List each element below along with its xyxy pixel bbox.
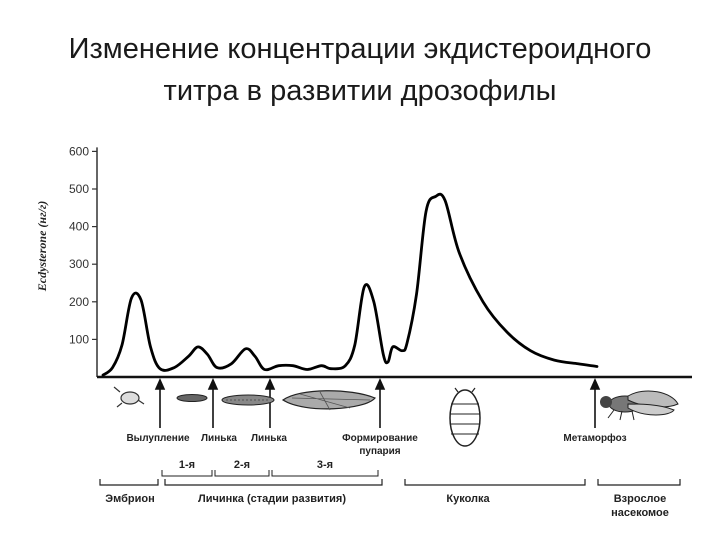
event-label-molt-2: Линька [251, 433, 287, 444]
title-line-2: титра в развитии дрозофилы [163, 75, 557, 107]
hatchling-icon [113, 386, 145, 408]
y-tick-label: 200 [69, 295, 89, 309]
y-tick-label: 500 [69, 182, 89, 196]
arrow-molt-1 [207, 378, 219, 428]
instar-label-1: 1-я [179, 459, 195, 471]
stage-label-adult: Взрослое насекомое [611, 493, 669, 519]
larva-2-icon [221, 394, 275, 406]
title-line-1: Изменение концентрации экдистероидного [68, 33, 652, 65]
adult-fly-icon [600, 390, 679, 421]
y-tick-label: 600 [69, 144, 89, 158]
arrow-metamorphosis [589, 378, 601, 428]
y-axis-label: Ecdysterone (нг/г) [35, 201, 49, 293]
stage-label-larva: Личинка (стадии развития) [198, 493, 346, 505]
instar-brackets [161, 470, 379, 477]
y-tick-label: 300 [69, 257, 89, 271]
arrow-hatching [154, 378, 166, 428]
arrow-puparium [374, 378, 386, 428]
stage-brackets [99, 479, 681, 486]
pupa-icon [449, 387, 481, 447]
event-label-puparium: Формирование пупария [342, 433, 418, 457]
larva-1-icon [176, 394, 208, 402]
stage-label-embryo: Эмбрион [105, 493, 154, 505]
arrow-molt-2 [264, 378, 276, 428]
y-axis: 100 200 300 400 500 600 [69, 144, 98, 377]
event-arrows [154, 378, 601, 428]
y-tick-label: 100 [69, 332, 89, 346]
larva-3-icon [281, 390, 376, 411]
event-label-hatching: Вылупление [126, 433, 190, 444]
instar-label-3: 3-я [317, 459, 333, 471]
series-line [101, 192, 599, 377]
stage-label-pupa: Куколка [446, 493, 490, 505]
y-tick-label: 400 [69, 220, 89, 234]
event-label-molt-1: Линька [201, 433, 237, 444]
event-label-metamorphosis: Метаморфоз [563, 432, 626, 444]
slide-title: Изменение концентрации экдистероидного т… [0, 28, 720, 112]
instar-label-2: 2-я [234, 459, 250, 471]
